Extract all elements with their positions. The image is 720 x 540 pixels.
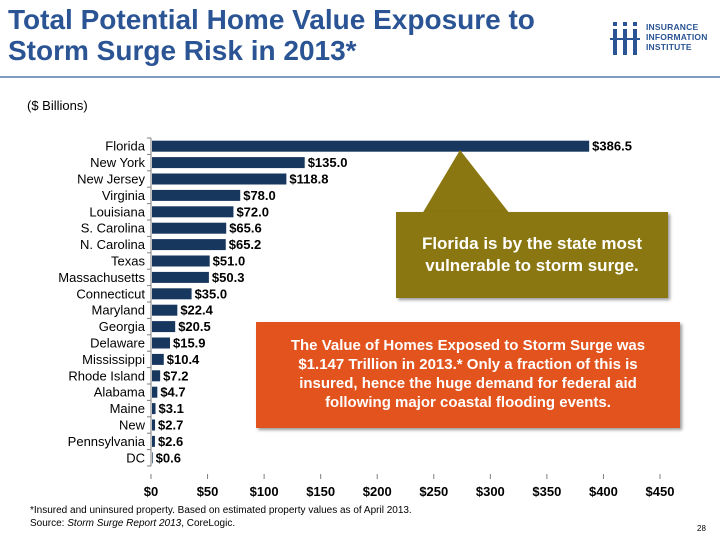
bar-chart: Florida $386.5 New York $135.0 New Jersey $11… [58, 137, 675, 499]
category-label: Maryland [92, 303, 145, 318]
bar-louisiana [152, 206, 234, 218]
title-divider [0, 76, 720, 78]
value-label: $135.0 [308, 155, 348, 170]
category-label: Louisiana [89, 204, 145, 219]
x-tick-label: $400 [589, 484, 618, 499]
logo-line-2: INFORMATION [646, 32, 708, 42]
value-callout-text: The Value of Homes Exposed to Storm Surg… [290, 337, 646, 411]
x-tick-label: $350 [532, 484, 561, 499]
value-label: $65.6 [229, 221, 262, 236]
value-label: $15.9 [173, 336, 206, 351]
category-label: Virginia [102, 188, 146, 203]
category-label: S. Carolina [81, 221, 146, 236]
bar-new-jersey [152, 173, 287, 185]
x-tick-label: $150 [306, 484, 335, 499]
category-label: Texas [111, 254, 145, 269]
florida-callout-text: Florida is by the state most vulnerable … [421, 234, 643, 275]
bar-massachusetts [152, 271, 209, 283]
x-tick-label: $300 [476, 484, 505, 499]
bar-maine [152, 403, 156, 415]
florida-callout: Florida is by the state most vulnerable … [396, 212, 668, 298]
footnote-source: Source: Storm Surge Report 2013, CoreLog… [30, 517, 412, 530]
value-label: $4.7 [160, 385, 185, 400]
bar-florida [152, 140, 590, 152]
page-number: 28 [697, 524, 706, 533]
units-label: ($ Billions) [27, 98, 88, 113]
category-label: New York [90, 155, 145, 170]
bar-n-carolina [152, 239, 226, 251]
value-label: $2.6 [158, 434, 183, 449]
value-label: $50.3 [212, 270, 245, 285]
page-title: Total Potential Home Value Exposure to S… [8, 4, 598, 66]
x-tick-label: $0 [144, 484, 158, 499]
value-label: $118.8 [289, 172, 328, 187]
category-label: N. Carolina [80, 237, 146, 252]
source-prefix: Source: [30, 518, 68, 529]
bar-rhode-island [152, 370, 161, 382]
value-label: $65.2 [229, 237, 262, 252]
x-tick-label: $250 [419, 484, 448, 499]
category-label: Mississippi [82, 352, 145, 367]
logo-text: INSURANCE INFORMATION INSTITUTE [646, 22, 708, 52]
value-label: $386.5 [592, 139, 632, 154]
bar-connecticut [152, 288, 192, 300]
bar-dc [152, 452, 153, 464]
category-label: New [119, 418, 146, 433]
callout-pointer-shape [422, 150, 510, 214]
value-label: $7.2 [163, 368, 188, 383]
logo-line-1: INSURANCE [646, 22, 699, 32]
bar-virginia [152, 189, 241, 201]
bar-mississippi [152, 353, 164, 365]
iii-logo-icon [610, 22, 640, 55]
footnote: *Insured and uninsured property. Based o… [30, 504, 412, 530]
bar-new [152, 419, 156, 431]
value-label: $78.0 [243, 188, 276, 203]
category-label: Florida [105, 139, 146, 154]
bar-new-york [152, 157, 305, 169]
x-tick-label: $50 [197, 484, 219, 499]
category-label: Pennsylvania [68, 434, 146, 449]
footnote-line-1: *Insured and uninsured property. Based o… [30, 505, 412, 516]
x-tick-label: $100 [250, 484, 279, 499]
title-line-2: Storm Surge Risk in 2013* [8, 35, 357, 66]
source-suffix: , CoreLogic. [181, 518, 236, 529]
value-label: $10.4 [167, 352, 200, 367]
source-title: Storm Surge Report 2013 [67, 518, 182, 529]
iii-logo: INSURANCE INFORMATION INSTITUTE [610, 16, 718, 66]
bar-georgia [152, 321, 176, 333]
x-tick-label: $200 [363, 484, 392, 499]
value-label: $22.4 [180, 303, 213, 318]
bar-pennsylvania [152, 435, 155, 447]
category-label: Alabama [94, 385, 146, 400]
value-label: $51.0 [213, 254, 246, 269]
value-callout: The Value of Homes Exposed to Storm Surg… [256, 322, 680, 428]
bar-s-carolina [152, 222, 227, 234]
category-label: Connecticut [76, 286, 145, 301]
category-label: Maine [110, 401, 145, 416]
logo-line-3: INSTITUTE [646, 42, 692, 52]
value-label: $2.7 [158, 418, 183, 433]
value-label: $35.0 [195, 286, 228, 301]
category-label: Massachusetts [58, 270, 145, 285]
category-label: Rhode Island [68, 368, 145, 383]
category-label: Georgia [99, 319, 146, 334]
x-tick-label: $450 [646, 484, 675, 499]
bar-alabama [152, 386, 158, 398]
title-line-1: Total Potential Home Value Exposure to [8, 4, 535, 35]
bar-maryland [152, 304, 178, 316]
bar-delaware [152, 337, 170, 349]
value-label: $20.5 [178, 319, 211, 334]
bar-texas [152, 255, 210, 267]
category-label: DC [126, 450, 145, 465]
value-label: $3.1 [159, 401, 184, 416]
category-label: New Jersey [77, 172, 145, 187]
value-label: $0.6 [156, 450, 181, 465]
value-label: $72.0 [236, 204, 269, 219]
category-label: Delaware [90, 336, 145, 351]
